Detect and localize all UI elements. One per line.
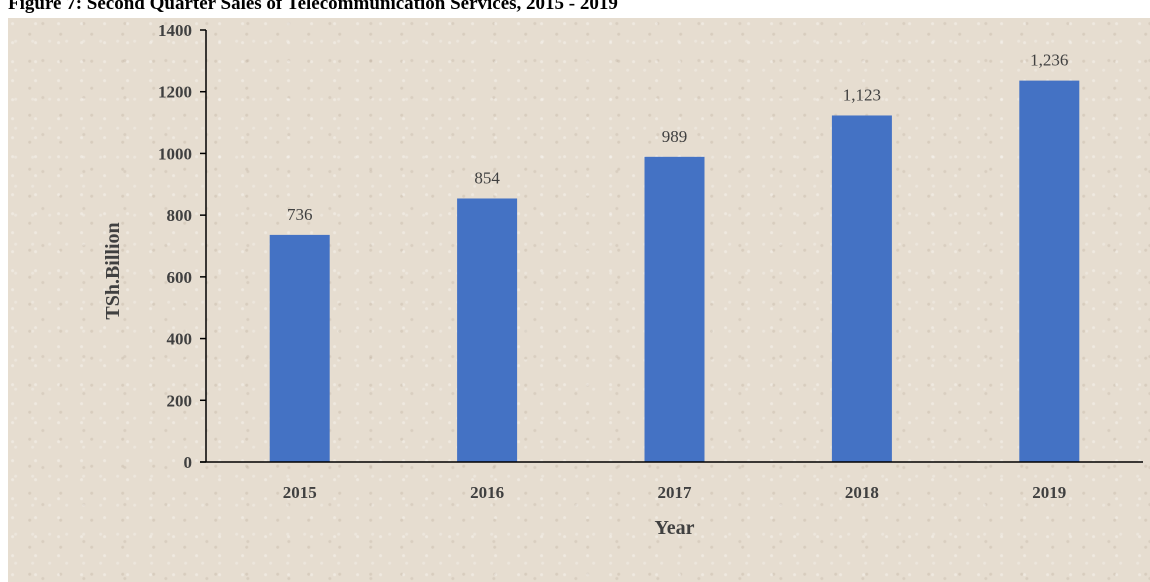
y-tick-label: 1400 [158, 21, 192, 40]
data-label-2019: 1,236 [1030, 51, 1068, 70]
bar-2015 [269, 234, 330, 462]
y-tick-label: 200 [167, 391, 193, 410]
data-label-2015: 736 [287, 205, 313, 224]
bar-chart: 0 200 400 600 800 1000 1200 1400 736 854 989 1,123… [102, 21, 1143, 539]
data-label-2018: 1,123 [843, 85, 881, 104]
bar-2019 [1019, 80, 1080, 462]
x-tick-label-2015: 2015 [283, 483, 317, 502]
x-tick-label-2018: 2018 [845, 483, 879, 502]
bar-2018 [831, 115, 892, 462]
y-tick-label: 800 [167, 206, 193, 225]
y-axis-ticks: 0 200 400 600 800 1000 1200 1400 [158, 21, 206, 472]
x-axis-title: Year [655, 517, 695, 539]
chart-title: Figure 7: Second Quarter Sales of Teleco… [8, 0, 618, 14]
y-tick-label: 400 [167, 330, 193, 349]
x-tick-label-2016: 2016 [470, 483, 504, 502]
y-tick-label: 600 [167, 268, 193, 287]
chart-area: 0 200 400 600 800 1000 1200 1400 736 854 989 1,123… [8, 18, 1150, 582]
bars [269, 80, 1080, 463]
data-labels: 736 854 989 1,123 1,236 [287, 51, 1068, 224]
y-axis-title: TSh.Billion [102, 222, 124, 319]
data-label-2017: 989 [662, 127, 688, 146]
x-axis-ticks: 2015 2016 2017 2018 2019 [283, 483, 1067, 502]
x-tick-label-2017: 2017 [658, 483, 693, 502]
x-tick-label-2019: 2019 [1032, 483, 1066, 502]
bar-2016 [457, 198, 518, 463]
data-label-2016: 854 [474, 168, 500, 187]
bar-2017 [644, 156, 705, 462]
y-tick-label: 0 [184, 453, 193, 472]
y-tick-label: 1200 [158, 83, 192, 102]
y-tick-label: 1000 [158, 144, 192, 163]
